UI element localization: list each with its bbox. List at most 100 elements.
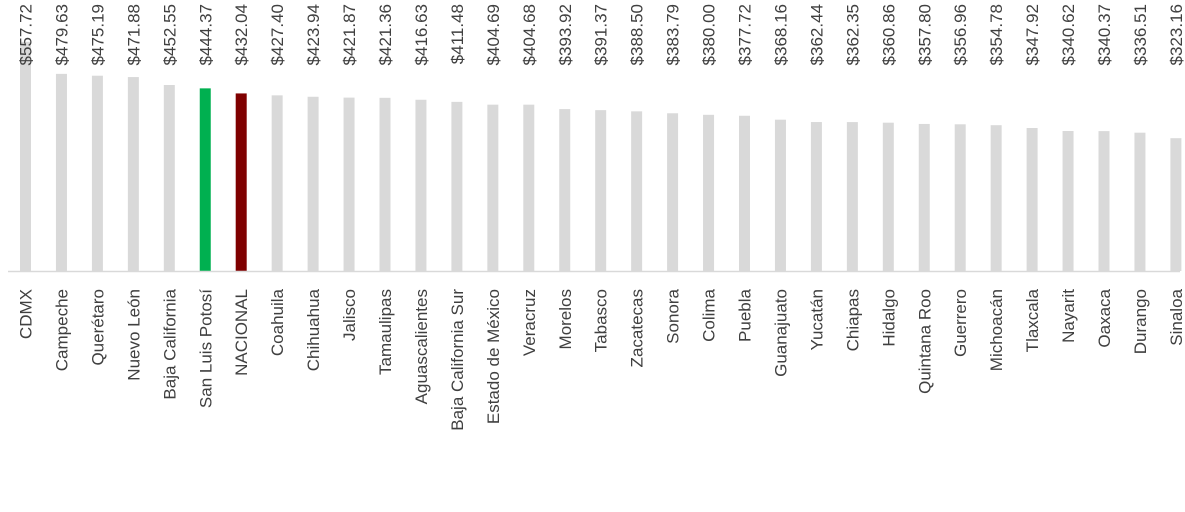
category-label-oaxaca: Oaxaca — [1095, 288, 1114, 347]
data-label-morelos: $393.92 — [556, 4, 575, 65]
bar-estado-de-mexico — [487, 104, 499, 271]
bar-veracruz — [523, 104, 535, 272]
bar-oaxaca — [1098, 131, 1110, 271]
data-label-cdmx: $557.72 — [17, 4, 36, 65]
category-label-nacional: NACIONAL — [232, 289, 251, 376]
bar-cdmx — [20, 41, 31, 271]
category-label-durango: Durango — [1131, 289, 1150, 354]
data-label-oaxaca: $340.37 — [1095, 4, 1114, 65]
category-label-sonora: Sonora — [664, 288, 683, 343]
category-label-yucatan: Yucatán — [807, 289, 826, 350]
data-label-tamaulipas: $421.36 — [376, 4, 395, 65]
data-label-jalisco: $421.87 — [340, 4, 359, 65]
bar-coahuila — [271, 95, 283, 271]
data-label-nayarit: $340.62 — [1059, 4, 1078, 65]
data-label-veracruz: $404.68 — [520, 4, 539, 65]
data-label-durango: $336.51 — [1131, 4, 1150, 65]
category-label-baja-california-sur: Baja California Sur — [448, 289, 467, 431]
data-label-nuevo-leon: $471.88 — [124, 4, 143, 65]
category-label-jalisco: Jalisco — [340, 289, 359, 341]
data-label-tlaxcala: $347.92 — [1023, 4, 1042, 65]
category-label-campeche: Campeche — [52, 289, 71, 371]
category-label-san-luis-potosi: San Luis Potosí — [196, 289, 215, 408]
data-label-yucatan: $362.44 — [807, 4, 826, 65]
category-label-baja-california: Baja California — [160, 288, 179, 399]
bar-durango — [1134, 132, 1146, 271]
bar-guerrero — [954, 124, 966, 271]
data-label-guerrero: $356.96 — [951, 4, 970, 65]
category-label-puebla: Puebla — [736, 288, 755, 341]
category-label-guanajuato: Guanajuato — [771, 289, 790, 377]
category-label-sinaloa: Sinaloa — [1167, 288, 1185, 345]
data-label-aguascalientes: $416.63 — [412, 4, 431, 65]
category-label-cdmx: CDMX — [17, 289, 36, 339]
bar-tamaulipas — [379, 97, 391, 271]
category-label-aguascalientes: Aguascalientes — [412, 289, 431, 404]
category-label-coahuila: Coahuila — [268, 288, 287, 356]
bar-yucatan — [810, 122, 822, 271]
bar-chihuahua — [307, 96, 319, 271]
bar-quintana-roo — [918, 123, 930, 271]
bar-nuevo-leon — [127, 77, 139, 271]
data-label-nacional: $432.04 — [232, 4, 251, 65]
bar-nacional — [235, 93, 247, 272]
data-labels-group: $557.72 $479.63 $475.19 $471.88 $452.55 $444.… — [17, 4, 1185, 65]
data-label-sonora: $383.79 — [664, 4, 683, 65]
bars-group — [20, 41, 1182, 272]
data-label-coahuila: $427.40 — [268, 4, 287, 65]
category-label-quintana-roo: Quintana Roo — [915, 289, 934, 394]
bar-hidalgo — [882, 122, 894, 271]
bar-aguascalientes — [415, 99, 427, 272]
data-label-baja-california-sur: $411.48 — [448, 4, 467, 64]
bar-jalisco — [343, 97, 355, 271]
data-label-quintana-roo: $357.80 — [915, 4, 934, 65]
category-label-chiapas: Chiapas — [843, 289, 862, 351]
data-label-san-luis-potosi: $444.37 — [196, 4, 215, 65]
data-label-campeche: $479.63 — [52, 4, 71, 65]
data-label-sinaloa: $323.16 — [1167, 4, 1185, 65]
category-label-colima: Colima — [700, 288, 719, 341]
data-label-tabasco: $391.37 — [592, 4, 611, 65]
bar-baja-california-sur — [451, 101, 463, 271]
bar-nayarit — [1062, 131, 1074, 271]
category-label-morelos: Morelos — [556, 289, 575, 349]
category-label-tlaxcala: Tlaxcala — [1023, 288, 1042, 352]
data-label-estado-de-mexico: $404.69 — [484, 4, 503, 65]
bar-campeche — [55, 73, 67, 272]
bar-san-luis-potosi — [199, 88, 211, 271]
bar-sonora — [667, 113, 679, 271]
data-label-baja-california: $452.55 — [160, 4, 179, 65]
bar-tlaxcala — [1026, 128, 1038, 271]
bar-michoacan — [990, 125, 1002, 271]
category-label-estado-de-mexico: Estado de México — [484, 289, 503, 424]
category-label-chihuahua: Chihuahua — [304, 288, 323, 371]
data-label-chihuahua: $423.94 — [304, 4, 323, 65]
bar-guanajuato — [774, 119, 786, 271]
bar-tabasco — [595, 110, 607, 272]
category-label-zacatecas: Zacatecas — [628, 289, 647, 367]
bar-morelos — [559, 109, 571, 271]
category-label-michoacan: Michoacán — [987, 289, 1006, 371]
bar-sinaloa — [1170, 138, 1182, 271]
bar-colima — [703, 114, 715, 271]
category-label-nayarit: Nayarit — [1059, 289, 1078, 343]
category-label-guerrero: Guerrero — [951, 289, 970, 357]
category-label-queretaro: Querétaro — [88, 289, 107, 366]
category-label-veracruz: Veracruz — [520, 289, 539, 356]
bar-puebla — [739, 115, 750, 271]
category-label-tamaulipas: Tamaulipas — [376, 289, 395, 375]
category-label-hidalgo: Hidalgo — [879, 289, 898, 347]
data-label-puebla: $377.72 — [736, 4, 755, 65]
bar-baja-california — [163, 85, 175, 271]
category-label-tabasco: Tabasco — [592, 289, 611, 352]
bar-chiapas — [846, 122, 858, 271]
bar-queretaro — [91, 75, 103, 271]
data-label-queretaro: $475.19 — [88, 4, 107, 65]
data-label-guanajuato: $368.16 — [771, 4, 790, 65]
data-label-michoacan: $354.78 — [987, 4, 1006, 65]
category-label-nuevo-leon: Nuevo León — [124, 289, 143, 381]
data-label-chiapas: $362.35 — [843, 4, 862, 65]
data-label-hidalgo: $360.86 — [879, 4, 898, 65]
data-label-zacatecas: $388.50 — [628, 4, 647, 65]
